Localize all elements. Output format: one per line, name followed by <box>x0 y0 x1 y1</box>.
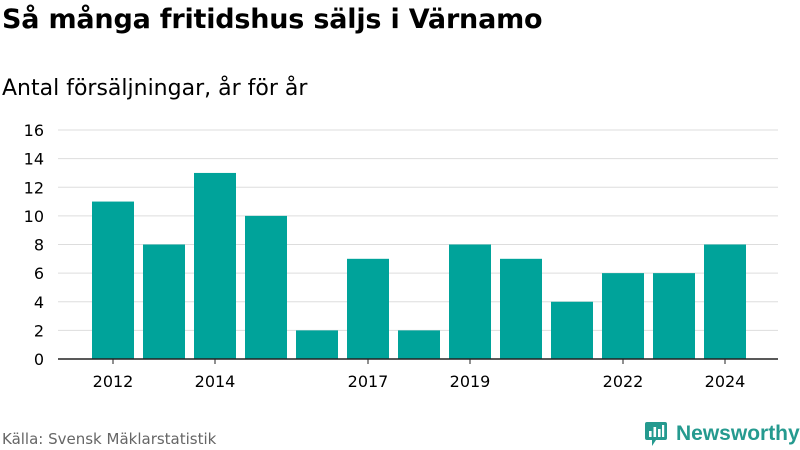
bar-2024 <box>704 244 746 359</box>
y-tick-label: 6 <box>34 264 44 283</box>
y-tick-label: 12 <box>24 178 44 197</box>
newsworthy-bar-chart-logo-icon <box>645 422 667 446</box>
y-tick-label: 14 <box>24 150 44 169</box>
bar-2015 <box>245 215 287 359</box>
x-tick-label: 2017 <box>348 372 389 391</box>
bar-2013 <box>143 244 185 359</box>
bar-2014 <box>194 172 236 359</box>
x-tick-label: 2014 <box>195 372 236 391</box>
bar-2023 <box>653 273 695 359</box>
bar-chart: 0 2 4 6 8 10 12 14 16 2012 2014 2017 2019 2022 2024 <box>24 121 778 391</box>
y-tick-label: 4 <box>34 293 44 312</box>
y-tick-label: 2 <box>34 321 44 340</box>
y-tick-label: 10 <box>24 207 44 226</box>
x-tick-labels: 2012 2014 2017 2019 2022 2024 <box>93 359 746 391</box>
x-tick-label: 2022 <box>603 372 644 391</box>
bar-2016 <box>296 330 338 359</box>
x-tick-label: 2024 <box>705 372 746 391</box>
bar-2019 <box>449 244 491 359</box>
bars <box>92 172 746 359</box>
chart-title: Så många fritidshus säljs i Värnamo <box>2 4 543 35</box>
bar-2017 <box>347 258 389 359</box>
bar-2022 <box>602 273 644 359</box>
y-tick-label: 8 <box>34 236 44 255</box>
grid-lines <box>58 129 778 331</box>
brand-logo: Newsworthy <box>644 420 800 448</box>
brand-name: Newsworthy <box>676 422 800 445</box>
x-tick-label: 2012 <box>93 372 134 391</box>
y-tick-label: 16 <box>24 121 44 140</box>
bar-2020 <box>500 258 542 359</box>
y-tick-labels: 0 2 4 6 8 10 12 14 16 <box>24 121 44 369</box>
bar-2018 <box>398 330 440 359</box>
bar-2021 <box>551 301 593 359</box>
x-tick-label: 2019 <box>450 372 491 391</box>
source-note: Källa: Svensk Mäklarstatistik <box>2 430 217 448</box>
bar-2012 <box>92 201 134 359</box>
y-tick-label: 0 <box>34 350 44 369</box>
chart-subtitle: Antal försäljningar, år för år <box>2 76 308 101</box>
